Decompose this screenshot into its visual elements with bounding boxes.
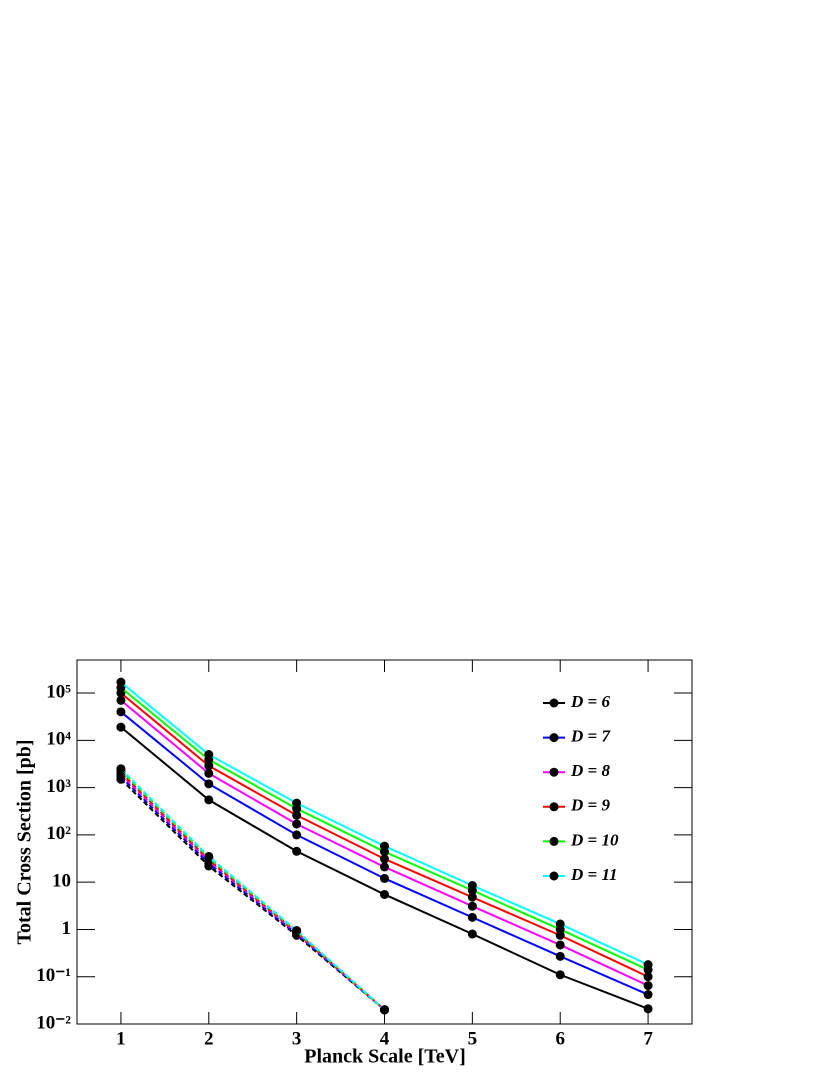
data-point [643, 990, 653, 1000]
x-tick-label: 4 [380, 1028, 390, 1049]
legend-marker [549, 836, 559, 846]
data-point [380, 873, 389, 883]
data-point [555, 951, 565, 961]
data-point [555, 940, 565, 950]
legend-marker [549, 802, 559, 812]
data-point [292, 830, 302, 840]
data-point [380, 854, 389, 864]
y-tick-label: 10² [46, 823, 71, 844]
data-point [116, 707, 126, 717]
data-point [204, 768, 214, 778]
y-tick-label: 10⁴ [46, 729, 71, 750]
data-point [380, 841, 389, 851]
data-point [204, 750, 214, 760]
data-point [380, 862, 389, 872]
data-point [116, 722, 126, 732]
series-line [120, 681, 649, 966]
data-point [292, 819, 302, 829]
y-tick-label: 10 [52, 871, 71, 892]
data-point [643, 972, 653, 982]
x-tick-label: 5 [468, 1028, 478, 1049]
data-point [116, 764, 126, 774]
legend-marker [549, 767, 559, 777]
legend-label: D = 7 [570, 727, 611, 746]
data-point [380, 889, 389, 899]
x-tick-label: 2 [204, 1028, 214, 1049]
x-tick-label: 6 [555, 1028, 565, 1049]
data-point [292, 925, 302, 935]
x-tick-label: 7 [643, 1028, 653, 1049]
data-point [467, 901, 477, 911]
data-point [467, 929, 477, 939]
data-point [467, 912, 477, 922]
data-point [292, 798, 302, 808]
y-axis-title: Total Cross Section [pb] [14, 739, 36, 944]
x-tick-label: 1 [116, 1028, 126, 1049]
series-line [120, 768, 386, 1011]
legend-label: D = 6 [570, 692, 610, 711]
y-tick-label: 10⁻² [36, 1012, 71, 1033]
data-point [380, 1005, 389, 1015]
data-point [292, 846, 302, 856]
legend-label: D = 8 [570, 761, 610, 780]
legend-label: D = 11 [570, 865, 618, 884]
data-point [555, 970, 565, 980]
x-tick-label: 3 [292, 1028, 302, 1049]
data-point [643, 960, 653, 970]
data-point [467, 892, 477, 902]
legend-marker [549, 871, 559, 881]
data-point [292, 810, 302, 820]
data-point [204, 795, 214, 805]
data-point [116, 677, 126, 687]
legend-label: D = 9 [570, 796, 610, 815]
y-tick-label: 1 [62, 918, 72, 939]
y-tick-label: 10³ [46, 776, 71, 797]
y-tick-label: 10⁻¹ [36, 965, 71, 986]
series-line [120, 773, 386, 1011]
data-point [467, 880, 477, 890]
legend-marker [549, 733, 559, 743]
data-point [204, 851, 214, 861]
data-point [643, 1004, 653, 1014]
legend-marker [549, 698, 559, 708]
y-tick-label: 10⁵ [46, 681, 71, 702]
data-point [204, 779, 214, 789]
series-line [120, 775, 386, 1011]
data-point [643, 981, 653, 991]
legend-label: D = 10 [570, 830, 619, 849]
x-axis-title: Planck Scale [TeV] [304, 1046, 465, 1068]
data-point [116, 695, 126, 705]
data-point [555, 919, 565, 929]
